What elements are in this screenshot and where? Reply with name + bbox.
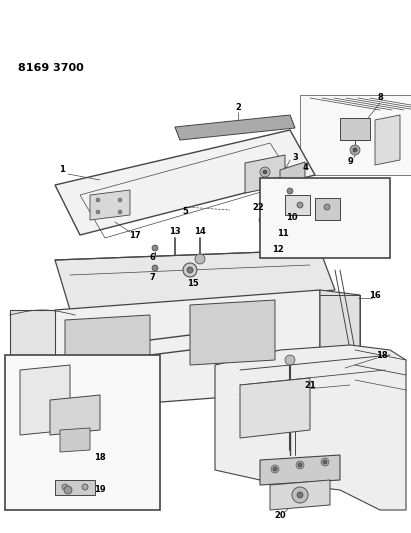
Polygon shape: [285, 195, 310, 215]
Circle shape: [183, 263, 197, 277]
Text: 9: 9: [347, 157, 353, 166]
Polygon shape: [283, 182, 296, 198]
Circle shape: [195, 254, 205, 264]
Polygon shape: [340, 118, 370, 140]
Text: 20: 20: [274, 511, 286, 520]
Circle shape: [273, 467, 277, 471]
Circle shape: [285, 355, 295, 365]
Polygon shape: [240, 378, 310, 438]
Text: 7: 7: [149, 273, 155, 282]
Bar: [260, 178, 390, 258]
Polygon shape: [20, 365, 70, 435]
Circle shape: [118, 210, 122, 214]
Polygon shape: [55, 250, 335, 310]
Text: 15: 15: [187, 279, 199, 287]
Text: 19: 19: [94, 486, 106, 495]
Circle shape: [62, 484, 68, 490]
Circle shape: [292, 487, 308, 503]
Circle shape: [152, 245, 158, 251]
Text: 5: 5: [182, 207, 188, 216]
Polygon shape: [260, 455, 340, 485]
Circle shape: [260, 167, 270, 177]
Circle shape: [187, 267, 193, 273]
Polygon shape: [320, 290, 360, 395]
Polygon shape: [50, 395, 100, 435]
Circle shape: [287, 188, 293, 194]
Polygon shape: [270, 480, 330, 510]
Polygon shape: [190, 300, 275, 365]
Text: 4: 4: [302, 164, 308, 173]
Polygon shape: [55, 290, 320, 410]
Text: 1: 1: [59, 166, 65, 174]
Polygon shape: [245, 155, 285, 193]
Circle shape: [324, 204, 330, 210]
Bar: [5, 355, 160, 510]
Circle shape: [296, 461, 304, 469]
Text: 16: 16: [369, 290, 381, 300]
Polygon shape: [60, 428, 90, 452]
Text: 21: 21: [304, 381, 316, 390]
Text: 17: 17: [129, 230, 141, 239]
Text: 18: 18: [376, 351, 388, 359]
Circle shape: [353, 148, 357, 152]
Polygon shape: [175, 115, 295, 140]
Polygon shape: [65, 315, 150, 375]
Text: 12: 12: [272, 246, 284, 254]
Circle shape: [64, 486, 72, 494]
Polygon shape: [55, 480, 95, 495]
Polygon shape: [300, 95, 411, 175]
Text: 22: 22: [252, 204, 264, 213]
Circle shape: [323, 460, 327, 464]
Circle shape: [321, 458, 329, 466]
Text: 3: 3: [292, 152, 298, 161]
Text: 13: 13: [169, 228, 181, 237]
Circle shape: [350, 145, 360, 155]
Circle shape: [271, 465, 279, 473]
Circle shape: [118, 198, 122, 202]
Text: 8: 8: [377, 93, 383, 102]
Polygon shape: [55, 130, 315, 235]
Circle shape: [263, 170, 267, 174]
Text: 11: 11: [277, 230, 289, 238]
Circle shape: [297, 202, 303, 208]
Circle shape: [298, 463, 302, 467]
Text: 8169 3700: 8169 3700: [18, 63, 84, 73]
Text: 14: 14: [194, 228, 206, 237]
Polygon shape: [375, 115, 400, 165]
Polygon shape: [215, 345, 406, 510]
Text: 18: 18: [94, 454, 106, 463]
Polygon shape: [280, 162, 305, 203]
Circle shape: [96, 210, 100, 214]
Text: 2: 2: [235, 102, 241, 111]
Circle shape: [259, 216, 267, 224]
Polygon shape: [90, 190, 130, 220]
Circle shape: [82, 484, 88, 490]
Text: 6: 6: [149, 254, 155, 262]
Text: 10: 10: [286, 214, 298, 222]
Circle shape: [152, 265, 158, 271]
Circle shape: [297, 492, 303, 498]
Circle shape: [96, 198, 100, 202]
Polygon shape: [315, 198, 340, 220]
Polygon shape: [10, 310, 55, 410]
